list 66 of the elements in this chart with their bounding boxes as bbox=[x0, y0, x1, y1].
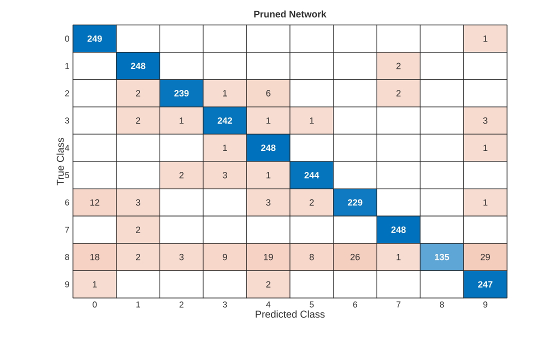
data-label: 248 bbox=[391, 226, 406, 233]
x-tick-label: 7 bbox=[396, 302, 400, 308]
data-label: 26 bbox=[350, 254, 360, 260]
y-tick-label: 8 bbox=[65, 254, 70, 260]
data-label: 2 bbox=[396, 90, 401, 96]
data-label: 1 bbox=[483, 36, 488, 42]
data-label: 1 bbox=[223, 90, 227, 96]
x-tick-label: 5 bbox=[310, 302, 314, 308]
data-label: 1 bbox=[483, 199, 488, 206]
data-label: 12 bbox=[90, 199, 100, 206]
x-tick-label: 1 bbox=[136, 302, 140, 308]
x-tick-label: 6 bbox=[353, 302, 358, 308]
data-label: 242 bbox=[218, 117, 232, 124]
y-tick-label: 1 bbox=[65, 63, 70, 69]
data-label: 248 bbox=[130, 62, 146, 70]
data-label: 2 bbox=[396, 62, 401, 70]
y-tick-label: 6 bbox=[65, 199, 70, 206]
data-label: 1 bbox=[396, 254, 401, 260]
y-tick-label: 0 bbox=[65, 36, 70, 42]
data-label: 135 bbox=[434, 254, 450, 260]
x-tick-label: 3 bbox=[222, 302, 227, 308]
x-tick-label: 9 bbox=[483, 302, 488, 308]
data-label: 8 bbox=[310, 254, 314, 260]
chart-title: Pruned Network bbox=[254, 10, 326, 18]
y-tick-label: 2 bbox=[65, 90, 70, 96]
y-tick-label: 7 bbox=[65, 226, 70, 233]
x-tick-label: 8 bbox=[440, 302, 444, 308]
y-tick-label: 5 bbox=[65, 172, 70, 178]
data-label: 248 bbox=[261, 144, 276, 152]
data-label: 3 bbox=[136, 199, 140, 206]
y-tick-label: 3 bbox=[65, 118, 70, 124]
y-axis-title: True Class bbox=[56, 138, 64, 186]
data-label: 1 bbox=[310, 117, 314, 124]
data-label: 1 bbox=[483, 144, 488, 151]
data-label: 2 bbox=[179, 172, 184, 178]
x-axis-title: Predicted Class bbox=[256, 310, 325, 318]
data-label: 229 bbox=[348, 199, 362, 206]
data-label: 1 bbox=[266, 117, 270, 124]
data-label: 2 bbox=[136, 254, 140, 260]
y-tick-label: 9 bbox=[65, 281, 70, 288]
data-label: 3 bbox=[266, 199, 270, 206]
data-label: 1 bbox=[266, 172, 270, 178]
x-tick-label: 2 bbox=[180, 302, 184, 308]
data-label: 239 bbox=[174, 90, 189, 96]
data-label: 244 bbox=[304, 172, 320, 178]
data-label: 2 bbox=[136, 117, 140, 124]
data-label: 3 bbox=[483, 117, 488, 124]
data-label: 1 bbox=[223, 144, 227, 151]
data-label: 1 bbox=[92, 281, 97, 288]
x-tick-label: 0 bbox=[92, 302, 97, 308]
data-label: 2 bbox=[136, 226, 140, 233]
data-label: 2 bbox=[136, 90, 140, 96]
x-tick-label: 4 bbox=[266, 302, 270, 308]
data-label: 3 bbox=[179, 254, 184, 260]
data-label: 247 bbox=[478, 281, 492, 288]
y-tick-label: 4 bbox=[64, 144, 70, 151]
data-label: 6 bbox=[266, 90, 270, 96]
data-label: 3 bbox=[222, 172, 228, 178]
data-label: 1 bbox=[180, 117, 184, 124]
data-label: 18 bbox=[90, 254, 100, 260]
data-label: 2 bbox=[310, 199, 314, 206]
data-label: 19 bbox=[264, 254, 273, 260]
data-label: 9 bbox=[222, 254, 227, 260]
data-label: 2 bbox=[266, 281, 270, 288]
data-label: 249 bbox=[88, 35, 102, 42]
data-label: 29 bbox=[480, 254, 490, 260]
